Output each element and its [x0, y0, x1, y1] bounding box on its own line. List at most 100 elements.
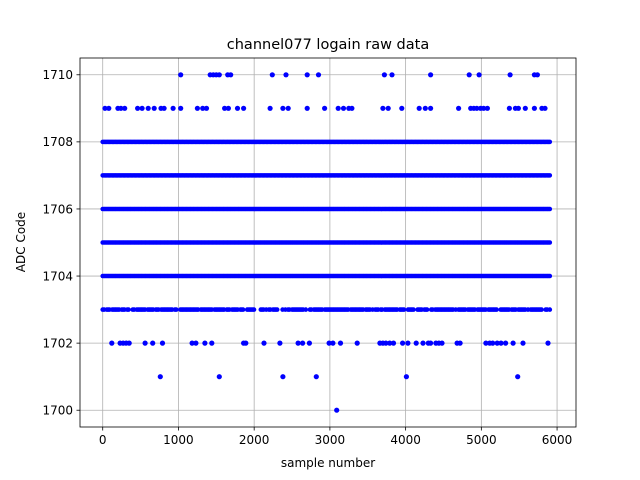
- data-point: [420, 340, 426, 346]
- data-point: [413, 340, 419, 346]
- data-point: [234, 105, 241, 111]
- data-point: [313, 374, 319, 380]
- data-point: [498, 340, 504, 346]
- data-point: [267, 105, 273, 111]
- data-point: [216, 374, 222, 380]
- data-point: [474, 105, 480, 111]
- data-point: [159, 340, 166, 346]
- data-point: [315, 72, 322, 78]
- data-point: [326, 340, 332, 346]
- data-point: [330, 340, 336, 346]
- data-point: [251, 307, 257, 312]
- data-point: [303, 307, 309, 312]
- data-point: [476, 72, 482, 78]
- data-point: [401, 307, 407, 312]
- y-tick-label: 1708: [42, 135, 73, 149]
- data-point: [337, 340, 344, 346]
- data-point: [416, 105, 422, 111]
- data-point: [483, 340, 489, 346]
- data-point: [300, 340, 306, 346]
- data-point: [269, 72, 275, 78]
- x-tick-label: 6000: [542, 433, 573, 447]
- data-point: [428, 105, 434, 111]
- data-point: [466, 72, 472, 78]
- data-point: [174, 307, 179, 312]
- data-point: [126, 307, 131, 312]
- data-point: [494, 340, 500, 346]
- x-tick-label: 5000: [466, 433, 497, 447]
- data-point: [189, 340, 195, 346]
- data-point: [200, 105, 206, 111]
- data-point: [109, 340, 115, 346]
- data-point: [151, 105, 157, 111]
- data-point: [243, 340, 249, 346]
- data-point: [222, 105, 228, 111]
- data-point: [422, 105, 428, 111]
- data-point: [304, 72, 310, 78]
- data-point: [118, 105, 124, 111]
- data-point: [304, 105, 310, 111]
- data-point: [381, 72, 387, 78]
- data-point: [547, 273, 553, 279]
- data-point: [403, 374, 409, 380]
- data-point: [385, 105, 391, 111]
- data-point: [411, 307, 416, 312]
- plot-frame: [79, 57, 577, 428]
- data-point: [389, 72, 395, 78]
- data-point: [506, 105, 512, 111]
- x-axis-label: sample number: [281, 456, 375, 470]
- y-tick-label: 1710: [42, 68, 73, 82]
- y-tick-label: 1704: [42, 269, 73, 283]
- data-point: [135, 105, 141, 111]
- data-point: [122, 105, 128, 111]
- data-point: [142, 340, 148, 346]
- data-point: [439, 340, 445, 346]
- data-point: [283, 72, 289, 78]
- x-tick-label: 2000: [239, 433, 270, 447]
- data-point: [547, 240, 553, 245]
- data-point: [178, 105, 184, 111]
- data-point: [126, 340, 132, 346]
- data-point: [203, 105, 210, 111]
- data-point: [240, 307, 246, 312]
- data-point: [106, 105, 112, 111]
- data-point: [481, 105, 487, 111]
- data-points: [100, 72, 553, 413]
- data-point: [170, 105, 176, 111]
- y-axis-ticks: 1700 1702 1704 1706 1708 1710: [42, 68, 80, 418]
- x-tick-label: 0: [99, 433, 107, 447]
- data-point: [280, 105, 286, 111]
- y-tick-label: 1700: [42, 404, 73, 418]
- data-point: [225, 105, 231, 111]
- data-point: [539, 307, 544, 312]
- data-point: [547, 206, 553, 212]
- data-point: [428, 340, 434, 346]
- data-point: [194, 105, 200, 111]
- data-point: [340, 105, 347, 111]
- x-tick-label: 4000: [390, 433, 421, 447]
- data-point: [547, 307, 553, 312]
- data-point: [228, 72, 234, 78]
- data-point: [261, 340, 267, 346]
- data-point: [484, 105, 490, 111]
- data-point: [387, 340, 393, 346]
- data-point: [547, 139, 553, 145]
- data-point: [534, 72, 541, 78]
- data-point: [490, 340, 496, 346]
- data-point: [209, 340, 215, 346]
- data-point: [102, 105, 108, 111]
- x-tick-label: 3000: [315, 433, 346, 447]
- data-point: [274, 307, 280, 312]
- data-point: [547, 173, 553, 178]
- data-point: [334, 407, 340, 413]
- data-point: [531, 105, 538, 111]
- y-tick-label: 1706: [42, 202, 73, 216]
- data-point: [542, 105, 548, 111]
- data-point: [161, 105, 167, 111]
- data-point: [400, 340, 406, 346]
- data-point: [510, 340, 516, 346]
- data-point: [145, 105, 151, 111]
- y-tick-label: 1702: [42, 336, 73, 350]
- data-point: [390, 340, 397, 346]
